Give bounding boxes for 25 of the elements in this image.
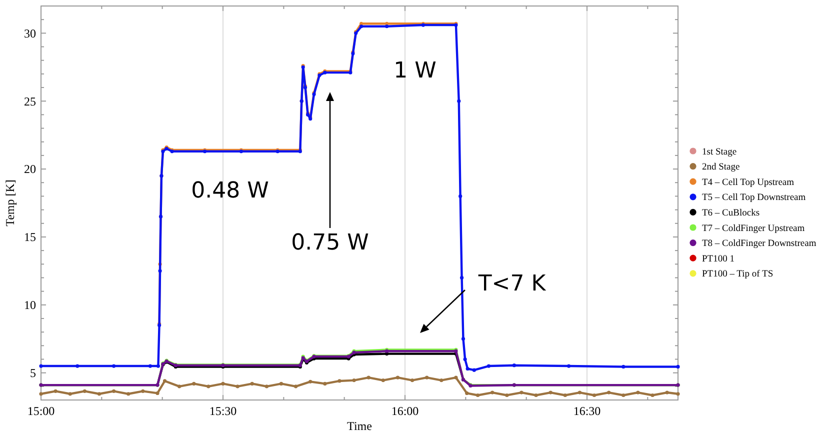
y-tick-label: 10 bbox=[24, 298, 36, 312]
y-axis-title: Temp [K] bbox=[3, 180, 17, 226]
x-tick-label: 16:00 bbox=[391, 404, 419, 418]
x-axis-title: Time bbox=[347, 419, 372, 433]
x-tick-label: 15:00 bbox=[27, 404, 55, 418]
legend-label: 2nd Stage bbox=[702, 162, 740, 173]
annotation: T<7 K bbox=[477, 272, 546, 297]
y-tick-label: 5 bbox=[30, 366, 36, 380]
legend-label: 1st Stage bbox=[702, 147, 737, 158]
annotation: 0.48 W bbox=[191, 178, 270, 204]
legend-label: T6 – CuBlocks bbox=[702, 208, 760, 219]
legend-label: T4 – Cell Top Upstream bbox=[702, 178, 795, 188]
annotation: 1 W bbox=[394, 58, 437, 84]
legend-label: T7 – ColdFinger Upstream bbox=[702, 224, 806, 234]
legend-label: T5 – Cell Top Downstream bbox=[702, 193, 806, 204]
y-tick-label: 15 bbox=[24, 230, 36, 244]
x-tick-label: 15:30 bbox=[209, 404, 237, 418]
y-tick-label: 30 bbox=[24, 26, 36, 40]
annotation: 0.75 W bbox=[291, 230, 370, 256]
legend-label: PT100 – Tip of TS bbox=[702, 270, 774, 280]
legend-label: T8 – ColdFinger Downstream bbox=[702, 239, 817, 250]
y-tick-label: 25 bbox=[24, 94, 36, 108]
legend-label: PT100 1 bbox=[702, 254, 735, 264]
x-tick-label: 16:30 bbox=[573, 404, 601, 418]
y-tick-label: 20 bbox=[24, 162, 36, 176]
